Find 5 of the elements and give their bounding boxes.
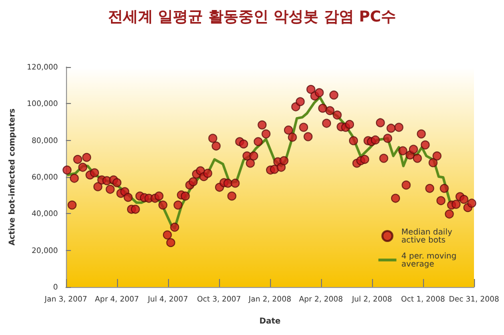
legend-label: Median daily active bots	[401, 228, 455, 244]
chart-title: 전세계 일평균 활동중인 악성봇 감염 PC수	[108, 8, 396, 26]
legend-label: 4 per. moving average	[401, 252, 459, 268]
y-axis-title: Active bot-infected computers	[8, 108, 16, 246]
x-axis-title: Date	[259, 316, 282, 326]
